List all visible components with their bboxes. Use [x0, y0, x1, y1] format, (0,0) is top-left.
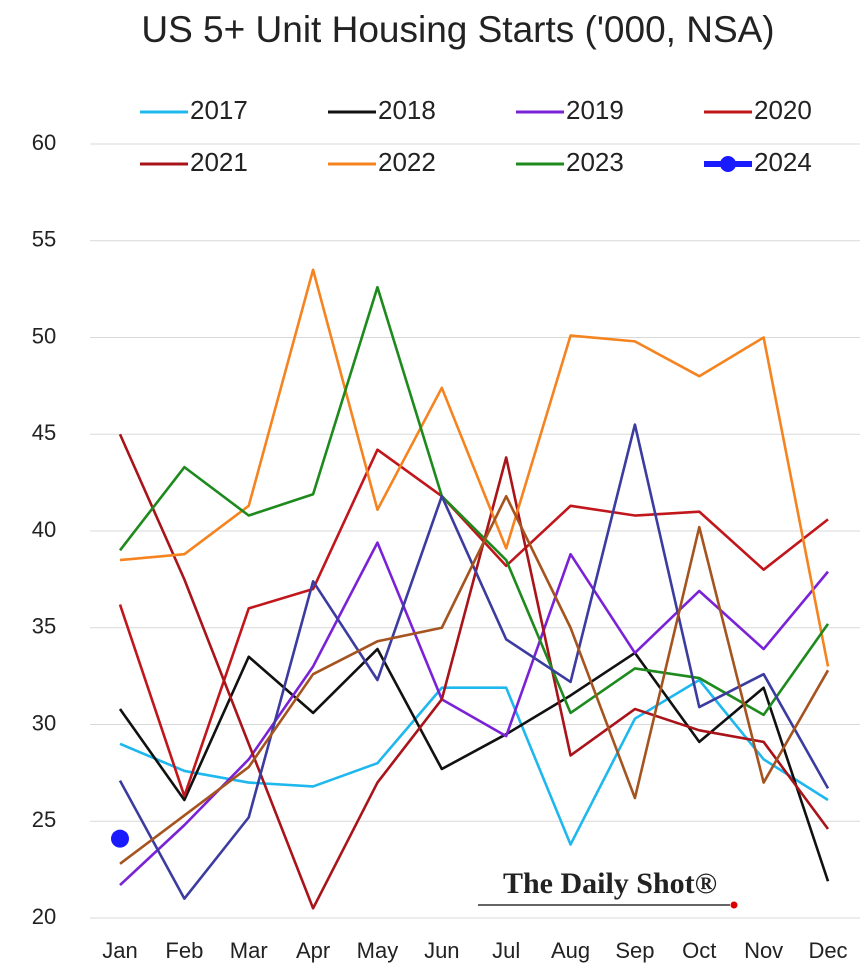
legend-label: 2020 — [754, 95, 812, 125]
y-tick-label: 25 — [32, 807, 56, 832]
x-tick-label: Feb — [165, 938, 203, 963]
x-tick-label: Dec — [808, 938, 847, 963]
x-tick-label: Jan — [102, 938, 137, 963]
series-line — [118, 448, 829, 798]
series-line — [119, 494, 830, 865]
legend-label: 2017 — [190, 95, 248, 125]
legend-label: 2021 — [190, 147, 248, 177]
legend-marker — [720, 156, 736, 172]
series-line — [118, 285, 830, 717]
y-tick-label: 55 — [32, 227, 56, 252]
x-tick-label: Nov — [744, 938, 783, 963]
y-tick-label: 30 — [32, 710, 56, 735]
series-line — [119, 268, 830, 667]
series-line — [119, 678, 829, 846]
series-marker — [111, 829, 129, 848]
x-tick-label: Mar — [230, 938, 268, 963]
y-tick-label: 20 — [32, 904, 56, 929]
y-tick-label: 60 — [32, 130, 56, 155]
legend-label: 2023 — [566, 147, 624, 177]
watermark-dot — [730, 901, 738, 909]
legend-label: 2024 — [754, 147, 812, 177]
y-tick-label: 50 — [32, 323, 56, 348]
x-tick-label: Oct — [682, 938, 716, 963]
y-tick-label: 35 — [32, 614, 56, 639]
x-tick-label: Aug — [551, 938, 590, 963]
legend-label: 2022 — [378, 147, 436, 177]
x-tick-label: Sep — [615, 938, 654, 963]
series-line — [119, 541, 829, 887]
watermark: The Daily Shot® — [503, 867, 717, 900]
series-line — [118, 423, 830, 900]
x-tick-label: Apr — [296, 938, 330, 963]
chart-title: US 5+ Unit Housing Starts ('000, NSA) — [141, 9, 774, 50]
series-line — [118, 433, 830, 910]
x-tick-label: May — [357, 938, 399, 963]
x-tick-label: Jul — [492, 938, 520, 963]
x-tick-label: Jun — [424, 938, 459, 963]
legend-label: 2018 — [378, 95, 436, 125]
y-tick-label: 45 — [32, 420, 56, 445]
y-tick-label: 40 — [32, 517, 56, 542]
legend-label: 2019 — [566, 95, 624, 125]
